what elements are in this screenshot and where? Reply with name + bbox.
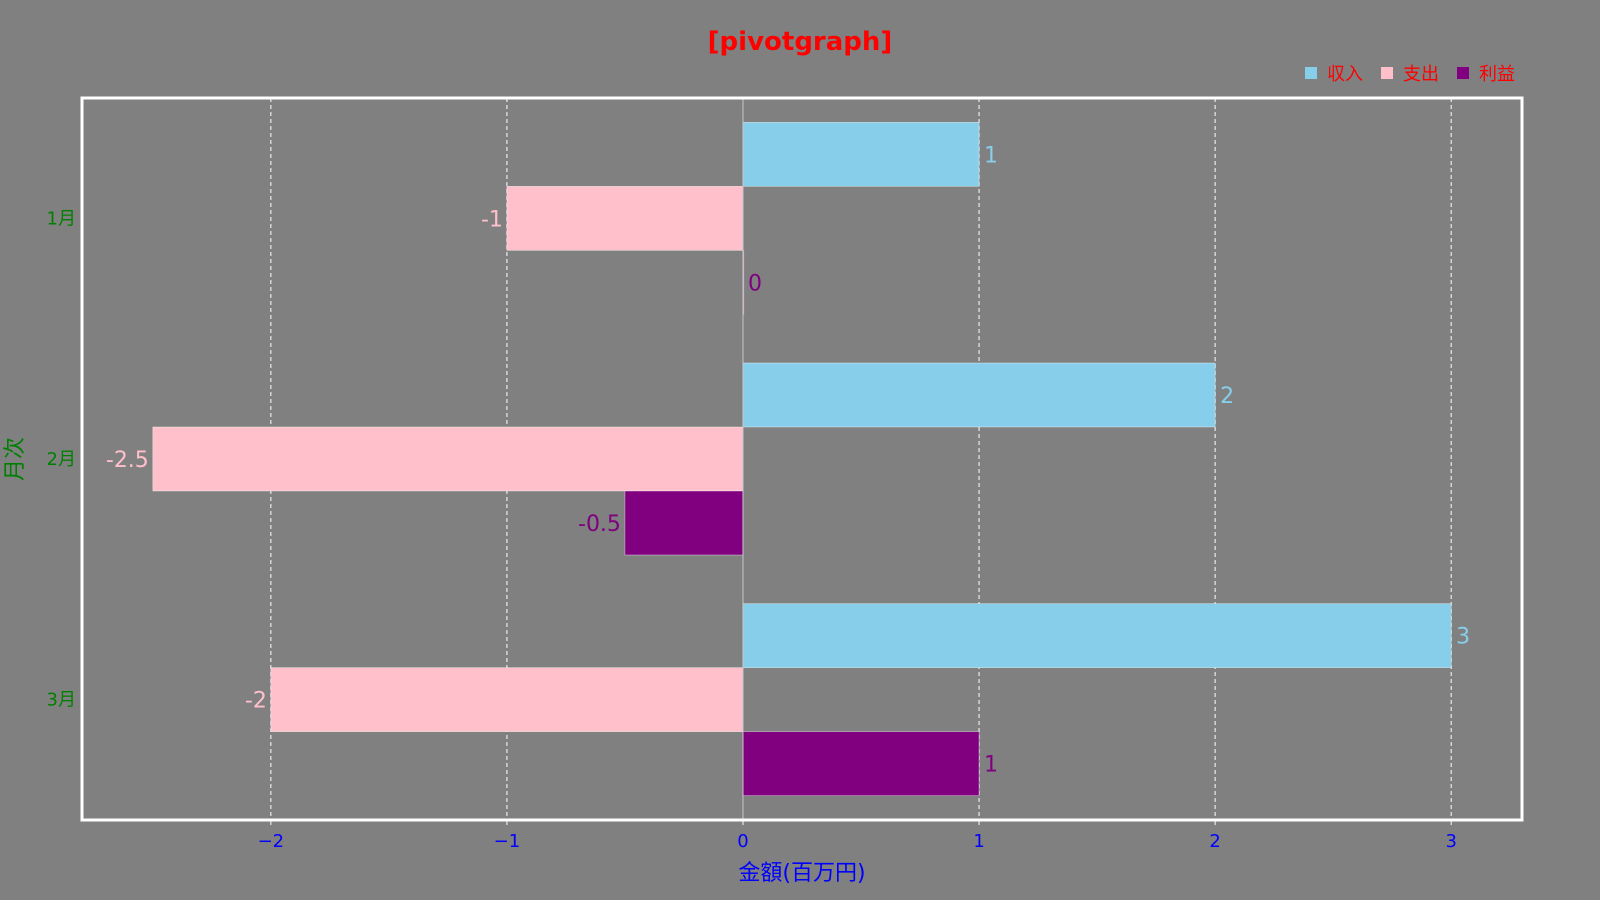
bar — [506, 186, 744, 251]
bar — [152, 426, 744, 492]
bar — [742, 603, 1452, 668]
x-axis-label: 金額(百万円) — [738, 861, 865, 886]
data-label: 0 — [748, 271, 762, 296]
legend-swatch — [1381, 67, 1393, 79]
x-axis-ticks: −2 −1 0 1 2 3 — [258, 820, 1457, 852]
data-label: -0.5 — [578, 512, 621, 537]
y-tick-label: 1月 — [47, 208, 76, 229]
x-tick-label: 0 — [737, 831, 748, 852]
legend-label: 利益 — [1479, 64, 1515, 85]
y-axis-label: 月次 — [3, 437, 28, 481]
y-axis-ticks: 1月 2月 3月 — [47, 208, 76, 710]
data-labels: 1 -1 0 2 -2.5 -0.5 3 -2 1 — [106, 143, 1470, 777]
x-tick-label: −1 — [494, 831, 521, 852]
legend: 収入 支出 利益 — [1305, 64, 1515, 85]
bar — [742, 362, 1216, 428]
legend-item: 支出 — [1381, 64, 1439, 85]
y-tick-label: 2月 — [47, 449, 76, 470]
legend-label: 収入 — [1327, 64, 1363, 85]
bar — [742, 731, 980, 796]
legend-item: 収入 — [1305, 64, 1363, 85]
y-tick-label: 3月 — [47, 690, 76, 711]
data-label: -1 — [481, 207, 503, 232]
bar — [270, 667, 744, 732]
plot-frame — [80, 96, 1524, 822]
chart-title: [pivotgraph] — [708, 27, 893, 57]
legend-swatch — [1305, 67, 1317, 79]
data-label: -2 — [245, 689, 267, 714]
bar — [742, 122, 980, 187]
legend-swatch — [1457, 67, 1469, 79]
data-label: 1 — [984, 753, 998, 778]
x-tick-label: 1 — [973, 831, 984, 852]
legend-label: 支出 — [1403, 64, 1439, 85]
data-label: 2 — [1220, 384, 1234, 409]
x-tick-label: −2 — [258, 831, 285, 852]
x-tick-label: 2 — [1209, 831, 1220, 852]
legend-item: 利益 — [1457, 64, 1515, 85]
bar — [624, 490, 744, 556]
data-label: 3 — [1456, 625, 1470, 650]
bars — [152, 122, 1452, 796]
data-label: 1 — [984, 143, 998, 168]
x-tick-label: 3 — [1445, 831, 1456, 852]
data-label: -2.5 — [106, 448, 149, 473]
